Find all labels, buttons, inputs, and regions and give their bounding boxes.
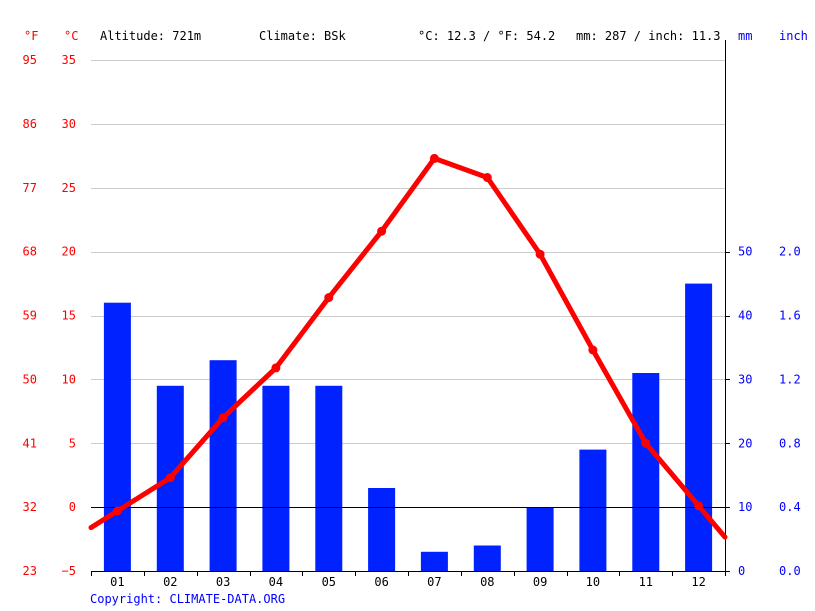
- inch-tick-label: 0.0: [779, 564, 801, 578]
- precipitation-bar: [632, 373, 660, 571]
- inch-unit-label: inch: [779, 29, 808, 43]
- temperature-line: [88, 155, 728, 540]
- precipitation-bars: [103, 283, 713, 571]
- month-label: 01: [110, 575, 124, 589]
- temperature-point: [271, 363, 281, 373]
- celsius-tick-label: 35: [62, 53, 76, 67]
- grid-lines: [91, 60, 725, 572]
- month-label: 04: [269, 575, 283, 589]
- temperature-point: [429, 153, 439, 163]
- month-label: 08: [480, 575, 494, 589]
- copyright-text: Copyright: CLIMATE-DATA.ORG: [90, 592, 285, 606]
- precipitation-bar: [262, 385, 290, 571]
- month-axis-labels: 01 02 03 04 05 06 07 08 09 10 11 12: [110, 575, 706, 589]
- temperature-point: [694, 501, 704, 511]
- climate-label: Climate: BSk: [259, 29, 346, 43]
- celsius-tick-label: 5: [69, 436, 76, 450]
- mm-tick-label: 0: [738, 564, 745, 578]
- temperature-point: [218, 413, 228, 423]
- inch-tick-label: 0.8: [779, 436, 801, 450]
- month-label: 02: [163, 575, 177, 589]
- temperature-point: [588, 345, 598, 355]
- inch-tick-label: 0.4: [779, 500, 801, 514]
- celsius-tick-label: 0: [69, 500, 76, 514]
- mm-tick-label: 50: [738, 245, 752, 259]
- celsius-unit-label: °C: [64, 29, 78, 43]
- precipitation-bar: [526, 507, 554, 571]
- precipitation-bar: [209, 360, 237, 571]
- month-label: 09: [533, 575, 547, 589]
- precipitation-bar: [103, 302, 131, 571]
- fahrenheit-tick-label: 23: [23, 564, 37, 578]
- mm-tick-label: 20: [738, 436, 752, 450]
- inch-tick-label: 1.6: [779, 309, 801, 323]
- celsius-tick-label: 30: [62, 117, 76, 131]
- precipitation-bar: [579, 449, 607, 571]
- fahrenheit-tick-label: 68: [23, 245, 37, 259]
- month-label: 05: [322, 575, 336, 589]
- month-label: 10: [586, 575, 600, 589]
- celsius-tick-label: −5: [62, 564, 76, 578]
- month-label: 12: [691, 575, 705, 589]
- temperature-point: [324, 293, 334, 303]
- temperature-point: [641, 438, 651, 448]
- fahrenheit-tick-label: 86: [23, 117, 37, 131]
- temperature-point: [482, 173, 492, 182]
- temperature-line-group: [88, 153, 728, 540]
- temperature-point: [112, 506, 122, 516]
- celsius-tick-label: 20: [62, 245, 76, 259]
- precipitation-bar: [473, 545, 501, 571]
- left-axis-labels: 95 35 86 30 77 25 68 20 59 15 50 10 41 5 32 0 23 −5: [23, 53, 76, 578]
- fahrenheit-tick-label: 95: [23, 53, 37, 67]
- temperature-point: [535, 249, 545, 259]
- celsius-tick-label: 25: [62, 181, 76, 195]
- month-label: 07: [427, 575, 441, 589]
- mm-tick-label: 10: [738, 500, 752, 514]
- celsius-tick-label: 10: [62, 372, 76, 386]
- precipitation-bar: [315, 385, 343, 571]
- right-axis-labels: 50 2.0 40 1.6 30 1.2 20 0.8 10 0.4 0 0.0: [738, 245, 801, 578]
- month-label: 11: [639, 575, 653, 589]
- fahrenheit-tick-label: 59: [23, 309, 37, 323]
- month-label: 06: [374, 575, 388, 589]
- precipitation-bar: [685, 283, 713, 571]
- temperature-point: [165, 473, 175, 483]
- altitude-label: Altitude: 721m: [100, 29, 201, 43]
- inch-tick-label: 2.0: [779, 245, 801, 259]
- mm-unit-label: mm: [738, 29, 752, 43]
- annual-precipitation-label: mm: 287 / inch: 11.3: [576, 29, 721, 43]
- fahrenheit-tick-label: 77: [23, 181, 37, 195]
- precipitation-bar: [368, 488, 396, 571]
- inch-tick-label: 1.2: [779, 372, 801, 386]
- celsius-tick-label: 15: [62, 309, 76, 323]
- fahrenheit-tick-label: 41: [23, 436, 37, 450]
- fahrenheit-tick-label: 50: [23, 372, 37, 386]
- fahrenheit-tick-label: 32: [23, 500, 37, 514]
- average-temperature-label: °C: 12.3 / °F: 54.2: [418, 29, 555, 43]
- temperature-point: [377, 226, 387, 236]
- fahrenheit-unit-label: °F: [24, 29, 38, 43]
- precipitation-bar: [420, 551, 448, 571]
- axes: [91, 40, 730, 576]
- chart-header: °F °C Altitude: 721m Climate: BSk °C: 12…: [24, 29, 808, 43]
- month-label: 03: [216, 575, 230, 589]
- mm-tick-label: 30: [738, 372, 752, 386]
- mm-tick-label: 40: [738, 309, 752, 323]
